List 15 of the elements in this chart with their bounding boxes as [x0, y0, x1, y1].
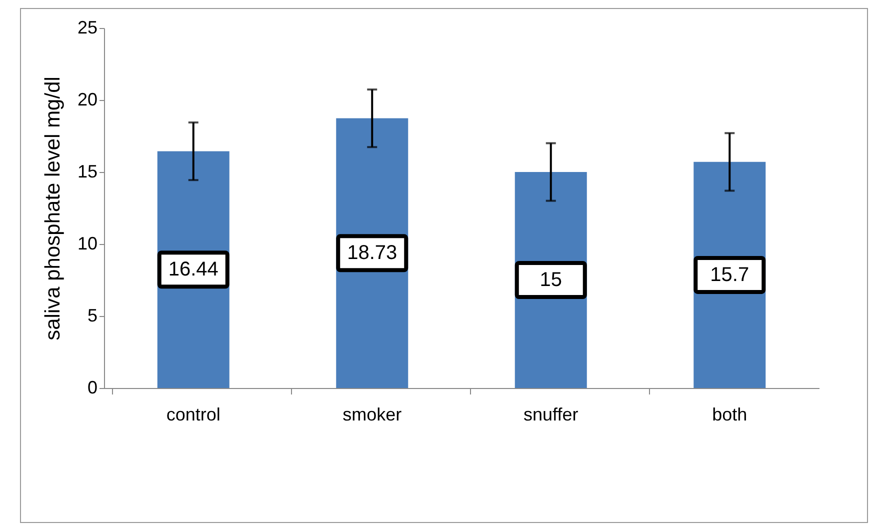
y-axis-title: saliva phosphate level mg/dl	[41, 76, 64, 340]
y-tick-label: 15	[77, 162, 98, 182]
data-label: 18.73	[347, 242, 398, 264]
y-tick-label: 25	[77, 18, 98, 38]
y-tick-label: 20	[77, 90, 98, 110]
x-tick-label: smoker	[342, 404, 402, 424]
data-label: 15.7	[710, 264, 750, 286]
data-label: 15	[540, 269, 562, 291]
x-tick-label: both	[712, 404, 748, 424]
y-tick-label: 5	[87, 306, 98, 326]
x-tick-label: control	[166, 404, 220, 424]
y-tick-label: 10	[77, 234, 98, 254]
x-tick-label: snuffer	[524, 404, 578, 424]
y-tick-label: 0	[87, 378, 98, 398]
data-label: 16.44	[168, 258, 218, 281]
